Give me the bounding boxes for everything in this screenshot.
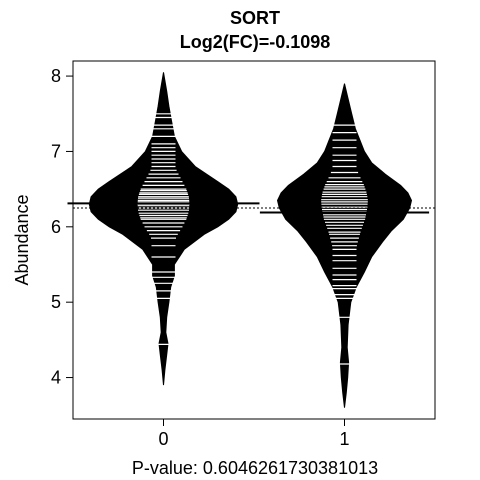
- chart-subtitle: Log2(FC)=-0.1098: [180, 32, 331, 52]
- x-tick-label: 0: [158, 429, 168, 449]
- beans-layer: [67, 72, 430, 408]
- y-axis: 4 5 6 7 8: [51, 66, 74, 388]
- x-axis-label: P-value: 0.6046261730381013: [132, 458, 378, 478]
- x-tick-label: 1: [339, 429, 349, 449]
- bean-0: [67, 72, 260, 386]
- chart-title: SORT: [230, 8, 280, 28]
- y-tick-label: 8: [51, 66, 61, 86]
- y-tick-label: 5: [51, 292, 61, 312]
- bean-shape-0: [88, 72, 239, 386]
- bean-1: [259, 83, 430, 408]
- y-axis-label: Abundance: [12, 194, 32, 285]
- y-tick-label: 7: [51, 141, 61, 161]
- y-tick-label: 4: [51, 368, 61, 388]
- y-tick-label: 6: [51, 217, 61, 237]
